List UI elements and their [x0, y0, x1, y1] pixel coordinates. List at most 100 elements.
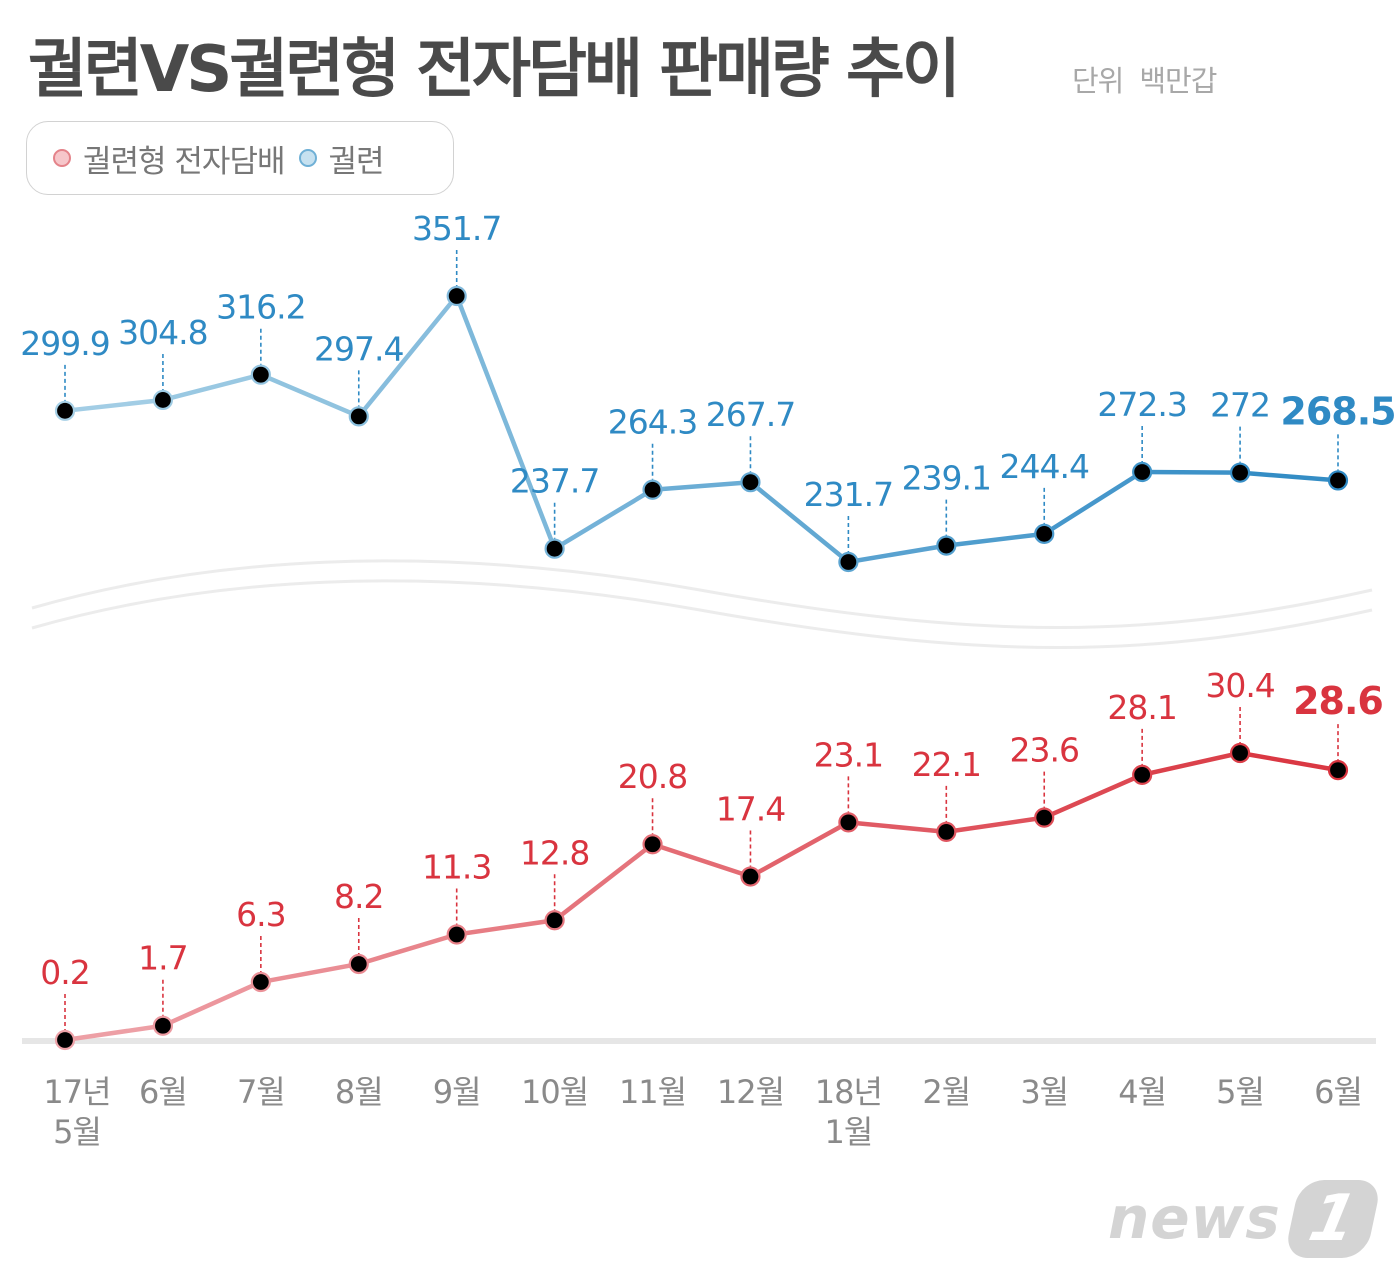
- legend-item-ecig: 궐련형 전자담배: [53, 136, 285, 181]
- ecig-data-label: 0.2: [40, 953, 89, 992]
- cigarette-line-segment: [1139, 469, 1243, 475]
- x-tick-label: 10월: [521, 1073, 588, 1111]
- cigarette-data-label: 316.2: [216, 288, 305, 327]
- ecig-line-segment: [356, 932, 459, 967]
- ecig-data-point: [740, 866, 761, 887]
- cigarette-data-point: [250, 364, 271, 385]
- x-tick-label: 4월: [1118, 1073, 1166, 1111]
- x-tick-label: 17년: [43, 1073, 110, 1111]
- legend-label-cigarette: 궐련: [328, 143, 385, 180]
- x-tick-label: 2월: [922, 1073, 970, 1111]
- cigarette-data-label: 272: [1210, 386, 1270, 425]
- x-tick-label: 9월: [433, 1073, 481, 1111]
- cigarette-line-segment: [1041, 469, 1145, 537]
- ecig-data-point: [152, 1015, 174, 1036]
- ecig-line-segment: [1139, 750, 1243, 778]
- ecig-data-label: 23.1: [814, 735, 883, 774]
- axis-break-line: [31, 559, 1373, 629]
- cigarette-line-segment: [356, 293, 459, 419]
- ecig-line-segment: [62, 1023, 166, 1043]
- legend: 궐련형 전자담배 궐련: [26, 121, 454, 195]
- cigarette-data-point: [1034, 523, 1055, 544]
- x-tick-label: 12월: [717, 1073, 784, 1111]
- ecig-data-point: [1229, 742, 1251, 764]
- cigarette-data-point: [544, 538, 565, 559]
- cigarette-line-segment: [748, 479, 851, 565]
- ecig-data-label: 20.8: [618, 757, 687, 796]
- ecig-data-label: 17.4: [716, 790, 785, 829]
- unit-note: 단위 백만갑: [1072, 58, 1217, 100]
- x-tick-label: 5월: [53, 1113, 101, 1151]
- ecig-data-point: [348, 953, 369, 975]
- ecig-data-point: [1327, 760, 1349, 781]
- ecig-line-segment: [1041, 772, 1145, 820]
- ecig-data-label: 6.3: [236, 895, 285, 934]
- legend-swatch-blue: [298, 149, 317, 167]
- cigarette-data-point: [54, 400, 76, 421]
- cigarette-data-label: 272.3: [1097, 385, 1186, 424]
- cigarette-line-segment: [846, 543, 949, 565]
- ecig-data-label: 23.6: [1009, 731, 1078, 770]
- ecig-data-point: [544, 910, 565, 931]
- ecig-data-label: 22.1: [912, 745, 981, 784]
- cigarette-data-point: [152, 389, 174, 411]
- ecig-data-point: [1132, 764, 1153, 785]
- x-tick-label: 5월: [1216, 1073, 1264, 1111]
- ecig-data-label: 11.3: [422, 848, 491, 887]
- cigarette-data-label: 231.7: [804, 475, 893, 514]
- ecig-data-point: [838, 812, 859, 833]
- cigarette-data-point: [1229, 462, 1251, 483]
- cigarette-line-segment: [944, 531, 1047, 548]
- ecig-data-point: [1034, 807, 1055, 828]
- cigarette-line-segment: [258, 372, 362, 419]
- cigarette-line-segment: [62, 397, 166, 414]
- logo-text: news: [1108, 1184, 1281, 1252]
- ecig-data-point: [642, 834, 663, 855]
- ecig-data-label: 12.8: [520, 833, 589, 872]
- cigarette-data-label: 264.3: [608, 403, 697, 442]
- chart-title: 궐련VS궐련형 전자담배 판매량 추이: [28, 33, 961, 107]
- cigarette-data-label: 351.7: [412, 209, 501, 248]
- cigarette-line-segment: [1237, 470, 1341, 483]
- ecig-line-segment: [748, 820, 851, 879]
- legend-swatch-red: [53, 149, 71, 167]
- x-tick-label: 11월: [619, 1073, 686, 1111]
- cigarette-data-label: 239.1: [902, 459, 991, 498]
- x-tick-label: 7월: [237, 1073, 285, 1111]
- ecig-data-point: [936, 821, 957, 842]
- cigarette-data-point: [446, 285, 467, 307]
- cigarette-data-point: [1327, 470, 1349, 491]
- ecig-data-label: 30.4: [1205, 666, 1274, 705]
- ecig-line-segment: [552, 841, 655, 923]
- ecig-line-segment: [258, 961, 362, 985]
- cigarette-data-point: [740, 472, 761, 493]
- cigarette-data-label: 299.9: [20, 324, 109, 363]
- cigarette-data-point: [838, 551, 859, 573]
- x-tick-label: 6월: [139, 1073, 187, 1111]
- cigarette-line-segment: [454, 293, 557, 551]
- legend-item-cigarette: 궐련: [298, 136, 385, 181]
- x-tick-label: 6월: [1314, 1073, 1362, 1111]
- ecig-line-segment: [944, 815, 1047, 835]
- cigarette-data-point: [1132, 461, 1153, 483]
- news1-logo: news 1: [1108, 1176, 1383, 1262]
- ecig-line-segment: [1237, 750, 1341, 773]
- ecig-data-point: [250, 971, 271, 993]
- x-tick-label: 3월: [1020, 1073, 1068, 1111]
- cigarette-data-label: 304.8: [118, 313, 207, 352]
- ecig-data-point: [54, 1029, 76, 1051]
- unit-value: 백만갑: [1139, 64, 1217, 98]
- legend-label-ecig: 궐련형 전자담배: [83, 143, 285, 180]
- cigarette-data-label: 267.7: [706, 395, 795, 434]
- cigarette-data-label: 268.5: [1280, 389, 1395, 433]
- cigarette-line-segment: [650, 479, 753, 492]
- logo-badge-text: 1: [1302, 1182, 1364, 1256]
- logo-badge: 1: [1283, 1180, 1383, 1258]
- axis-break-line: [31, 579, 1373, 649]
- cigarette-data-label: 244.4: [999, 447, 1088, 486]
- ecig-data-point: [446, 924, 467, 945]
- ecig-data-label: 28.6: [1293, 679, 1383, 723]
- unit-label: 단위: [1072, 64, 1124, 98]
- ecig-data-label: 8.2: [334, 877, 383, 916]
